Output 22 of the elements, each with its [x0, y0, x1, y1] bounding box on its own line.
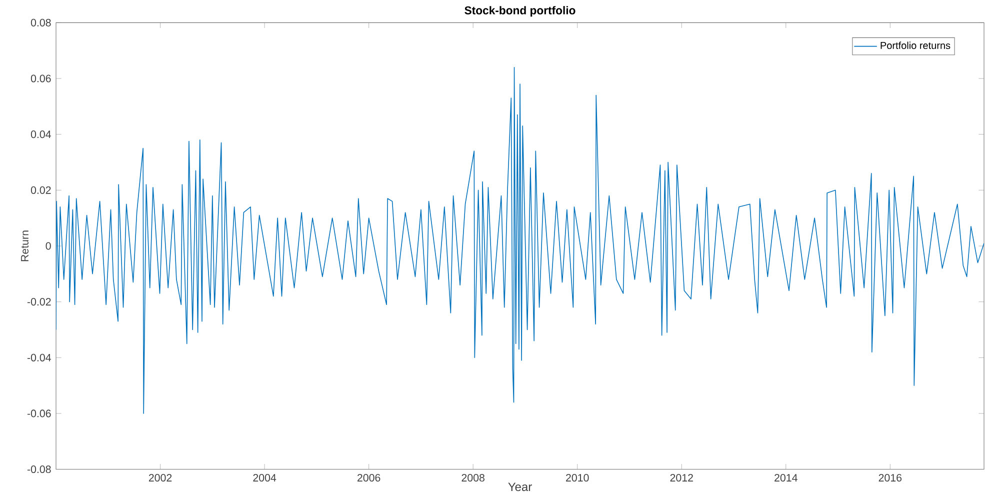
y-tick-label: 0 [46, 242, 51, 250]
chart-title: Stock-bond portfolio [464, 6, 576, 17]
x-tick-label: 2004 [253, 474, 276, 482]
y-tick-label: -0.08 [27, 466, 51, 474]
y-tick-label: -0.02 [27, 298, 51, 306]
y-tick-label: 0.02 [30, 186, 51, 194]
y-tick-label: -0.06 [27, 410, 51, 418]
x-tick-label: 2012 [670, 474, 693, 482]
x-tick-label: 2010 [566, 474, 589, 482]
legend-label: Portfolio returns [880, 42, 950, 50]
y-tick-label: -0.04 [27, 354, 51, 362]
x-tick-label: 2006 [357, 474, 380, 482]
x-tick-label: 2014 [774, 474, 798, 482]
y-tick-label: 0.08 [30, 18, 51, 26]
x-tick-label: 2008 [462, 474, 484, 482]
x-axis-title: Year [508, 482, 532, 492]
x-tick-label: 2002 [148, 474, 172, 482]
x-tick-label: 2016 [878, 474, 902, 482]
y-tick-label: 0.06 [30, 74, 51, 82]
line-series [56, 66, 984, 414]
y-axis-title: Return [21, 230, 28, 262]
y-tick-label: 0.04 [30, 130, 51, 138]
